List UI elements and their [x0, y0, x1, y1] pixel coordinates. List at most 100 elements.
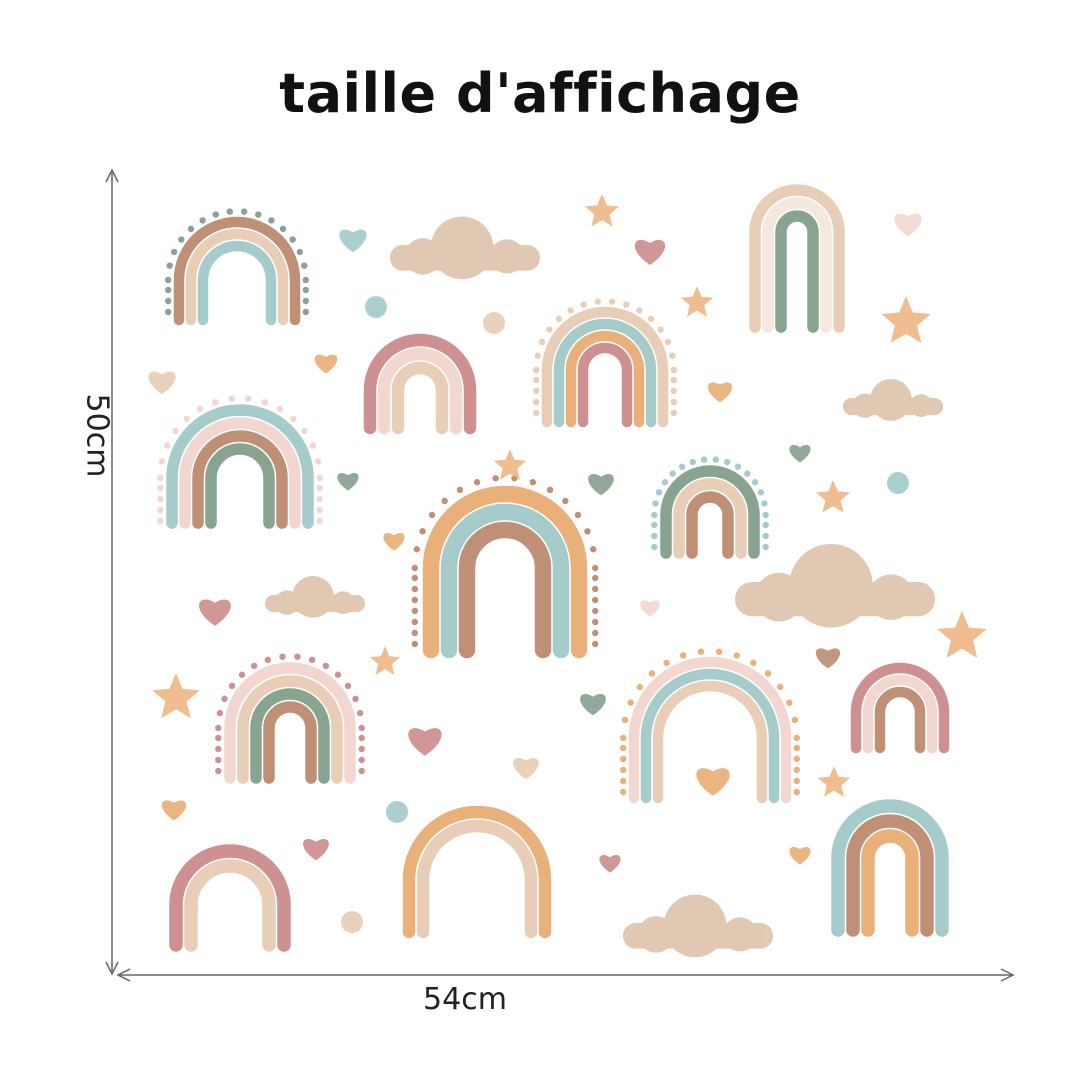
dot-sticker: [341, 911, 363, 933]
rainbow-dot: [621, 716, 629, 724]
heart-icon: [148, 371, 176, 395]
rainbow-sticker: [533, 298, 677, 428]
rainbow-dot: [157, 495, 164, 503]
rainbow-dot: [157, 506, 164, 514]
rainbow-dot: [534, 352, 541, 359]
rainbow-dot: [411, 585, 418, 593]
rainbow-dot: [679, 652, 687, 659]
rainbow-dot: [157, 474, 164, 482]
rainbow-band: [391, 361, 449, 435]
rainbow-dot: [664, 338, 672, 346]
rainbow-dot: [786, 699, 793, 706]
heart-icon: [337, 473, 359, 491]
rainbow-dot: [157, 517, 164, 525]
rainbow-dot: [793, 744, 800, 752]
rainbow-dot: [301, 427, 308, 435]
rainbow-dot: [301, 262, 308, 269]
rainbow-dot: [322, 662, 330, 670]
rainbow-dot: [623, 301, 630, 308]
rainbow-dot: [411, 607, 418, 615]
rainbow-band: [628, 656, 792, 804]
rainbow-dot: [715, 648, 723, 655]
star-icon: [881, 296, 931, 343]
dot-sticker: [386, 801, 408, 823]
rainbow-dot: [316, 484, 323, 492]
rainbow-dot: [592, 596, 599, 604]
rainbow-band: [184, 859, 276, 952]
star-icon: [369, 646, 401, 675]
star-icon: [584, 194, 620, 227]
rainbow-dot: [165, 276, 172, 284]
rainbow-dot: [302, 286, 309, 294]
rainbow-dot: [733, 652, 741, 659]
rainbow-dot: [793, 734, 800, 742]
rainbow-dot: [228, 395, 235, 402]
rainbow-band: [402, 805, 552, 939]
rainbow-dot: [316, 506, 323, 514]
star-icon: [937, 611, 987, 658]
rainbow-dot: [279, 225, 287, 233]
rainbow-dot: [302, 276, 309, 284]
rainbow-dot: [669, 470, 676, 477]
heart-icon: [383, 533, 405, 551]
rainbow-dot: [651, 511, 658, 519]
rainbow-band: [179, 417, 301, 529]
rainbow-dot: [279, 653, 286, 660]
rainbow-dot: [620, 766, 627, 774]
rainbow-dot: [652, 500, 659, 507]
cloud-puff: [331, 591, 355, 614]
rainbow-dot: [473, 479, 481, 486]
rainbow-dot: [358, 745, 365, 753]
rainbow-dot: [793, 788, 800, 796]
rainbow-dot: [751, 479, 759, 486]
rainbow-band: [192, 430, 288, 529]
rainbow-band: [237, 675, 343, 784]
rainbow-dot: [538, 338, 546, 346]
heart-icon: [894, 213, 922, 237]
rainbow-dot: [750, 659, 757, 667]
rainbow-dot: [574, 511, 582, 519]
rainbow-dot: [700, 456, 708, 463]
rainbow-dot: [592, 629, 599, 637]
rainbow-dot: [411, 629, 418, 637]
rainbow-dot: [546, 486, 554, 494]
rainbow-dot: [302, 308, 309, 316]
rainbow-dot: [358, 734, 365, 742]
rainbow-dot: [215, 756, 222, 764]
star-icon: [817, 766, 851, 797]
heart-icon: [789, 847, 811, 865]
rainbow-dot: [636, 307, 643, 314]
cloud-sticker: [623, 894, 773, 958]
rainbow-dot: [334, 671, 342, 678]
rainbow-dot: [309, 442, 317, 449]
rainbow-dot: [592, 585, 599, 593]
rainbow-dot: [670, 366, 677, 374]
rainbow-dot: [793, 777, 800, 785]
rainbow-band: [874, 686, 926, 754]
rainbow-band: [197, 240, 277, 326]
cloud-puff: [789, 544, 873, 628]
rainbow-band: [185, 228, 289, 326]
rainbow-band: [205, 443, 275, 529]
rainbow-band: [749, 184, 845, 333]
rainbow-dot: [762, 543, 769, 551]
rainbow-dot: [178, 236, 185, 243]
rainbow-band: [224, 662, 356, 784]
rainbow-dot: [419, 528, 426, 535]
rainbow-dot: [196, 405, 204, 413]
rainbow-dot: [663, 659, 670, 667]
cloud-puff: [754, 572, 804, 622]
dot-sticker: [887, 472, 909, 494]
rainbow-dot: [441, 497, 448, 505]
rainbow-dot: [757, 489, 765, 496]
rainbow-dot: [411, 618, 418, 626]
heart-icon: [696, 768, 730, 796]
rainbow-dot: [411, 574, 418, 582]
rainbow-dot: [290, 415, 297, 422]
rainbow-sticker: [402, 805, 552, 939]
heart-icon: [580, 693, 606, 716]
rainbow-dot: [216, 709, 224, 717]
heart-icon: [599, 855, 621, 873]
dimension-arrows: [105, 168, 1015, 982]
rainbow-dot: [594, 298, 602, 305]
